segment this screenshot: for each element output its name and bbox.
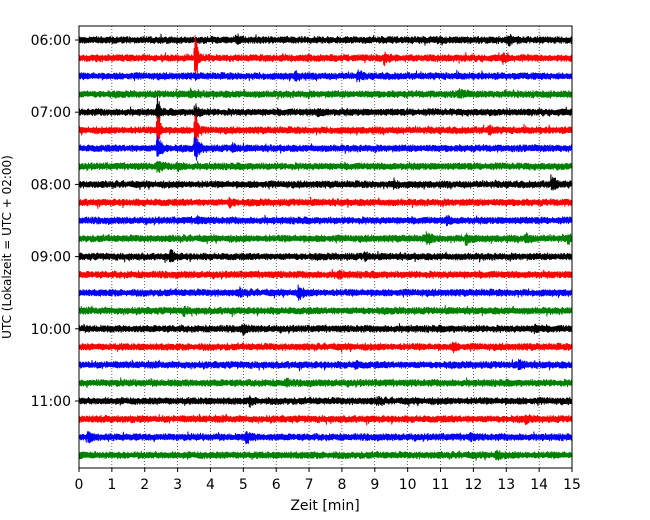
x-tick-label: 10	[399, 477, 417, 493]
trace-group	[79, 33, 572, 461]
seismic-trace	[79, 395, 572, 408]
x-tick-label: 11	[432, 477, 450, 493]
plot-frame	[78, 25, 573, 469]
y-tick-label: 11:00	[31, 394, 71, 410]
x-tick-label: 14	[530, 477, 548, 493]
seismic-trace	[79, 174, 572, 191]
y-tick-label: 10:00	[31, 322, 71, 338]
x-tick-label: 7	[305, 477, 314, 493]
y-tick-label: 09:00	[31, 250, 71, 266]
y-tick-label: 06:00	[31, 33, 71, 49]
seismic-trace	[79, 323, 572, 336]
seismic-trace	[79, 268, 572, 280]
seismic-trace	[79, 87, 572, 100]
seismic-trace	[79, 69, 572, 83]
x-tick-label: 9	[370, 477, 379, 493]
x-tick-label: 15	[563, 477, 581, 493]
x-tick-label: 5	[239, 477, 248, 493]
x-tick-label: 4	[206, 477, 215, 493]
x-axis-label: Zeit [min]	[290, 498, 359, 514]
seismic-trace	[79, 196, 572, 209]
seismic-trace	[79, 95, 572, 133]
seismic-trace	[79, 249, 572, 263]
y-tick-label: 07:00	[31, 105, 71, 121]
x-axis-ticks: 0 1 2 3 4 5 6 7 8 9 10 11 12 13 14 15	[75, 468, 581, 493]
x-tick-label: 0	[75, 477, 84, 493]
y-tick-label: 08:00	[31, 177, 71, 193]
seismic-trace	[79, 231, 572, 246]
seismic-trace	[79, 113, 572, 156]
x-tick-label: 8	[337, 477, 346, 493]
seismic-trace	[79, 358, 572, 372]
seismic-trace	[79, 341, 572, 354]
seismic-trace	[79, 33, 572, 47]
seismic-trace	[79, 35, 572, 82]
x-tick-label: 13	[497, 477, 515, 493]
x-tick-label: 12	[464, 477, 482, 493]
seismic-trace	[79, 214, 572, 227]
y-axis-ticks: 06:00 07:00 08:00 09:00 10:00 11:00	[31, 33, 79, 410]
seismic-trace	[79, 136, 572, 161]
seismic-trace	[79, 305, 572, 318]
x-tick-label: 2	[140, 477, 149, 493]
x-tick-label: 6	[272, 477, 281, 493]
x-tick-label: 1	[107, 477, 116, 493]
seismic-trace	[79, 377, 572, 389]
seismic-trace	[79, 413, 572, 426]
seismic-trace	[79, 284, 572, 301]
seismic-trace	[79, 160, 572, 174]
y-axis-label: UTC (Lokalzeit = UTC + 02:00)	[0, 155, 14, 339]
seismic-trace	[79, 449, 572, 461]
seismic-trace	[79, 431, 572, 445]
x-tick-label: 3	[173, 477, 182, 493]
